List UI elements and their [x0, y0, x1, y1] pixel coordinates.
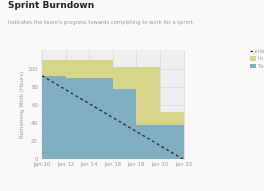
- Text: Indicates the team's progress towards completing to work for a sprint.: Indicates the team's progress towards co…: [8, 20, 194, 25]
- Legend: Ideal Trend, In Progress, To Do: Ideal Trend, In Progress, To Do: [249, 48, 264, 70]
- Y-axis label: Remaining Work (Hours): Remaining Work (Hours): [20, 71, 25, 138]
- Text: Sprint Burndown: Sprint Burndown: [8, 1, 94, 10]
